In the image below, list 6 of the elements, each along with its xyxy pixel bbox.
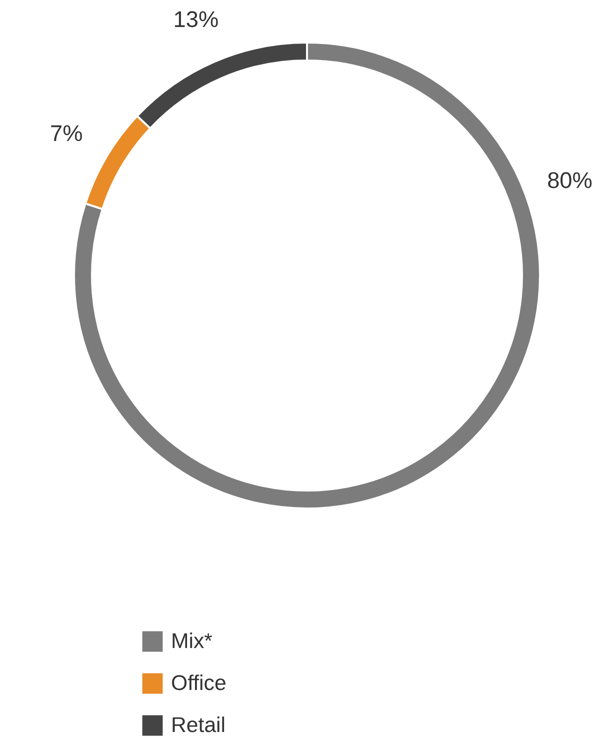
data-label: 13%: [173, 6, 219, 32]
legend-label: Mix*: [171, 628, 212, 654]
legend-label: Office: [171, 670, 226, 696]
legend-label: Retail: [171, 712, 226, 738]
data-label: 7%: [50, 120, 83, 146]
data-label: 80%: [547, 166, 592, 193]
